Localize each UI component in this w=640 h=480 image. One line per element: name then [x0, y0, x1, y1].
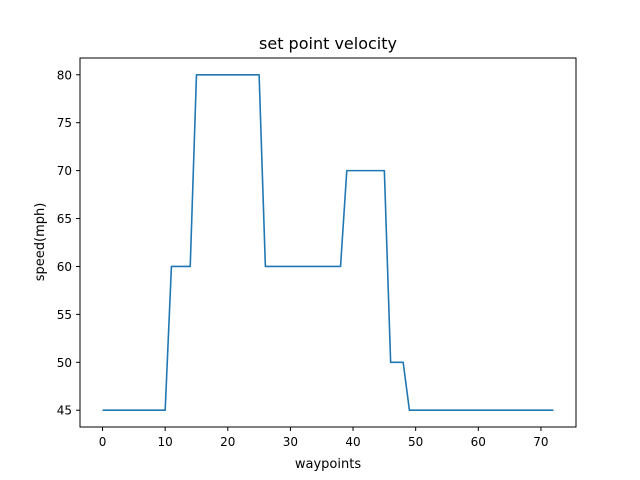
x-tick-label: 50	[408, 435, 423, 449]
x-tick-label: 40	[345, 435, 360, 449]
x-tick-label: 10	[158, 435, 173, 449]
x-axis: 0 10 20 30 40 50 60 70	[99, 427, 549, 449]
series-line-0	[102, 73, 554, 412]
x-tick-label: 60	[471, 435, 486, 449]
x-tick-label: 0	[99, 435, 107, 449]
y-axis: 45 50 55 60 65 70 75 80	[57, 68, 80, 418]
x-tick-label: 30	[283, 435, 298, 449]
y-tick-label: 75	[57, 116, 72, 130]
y-tick-label: 45	[57, 404, 72, 418]
chart-title: set point velocity	[259, 34, 397, 53]
series-layer	[102, 73, 554, 412]
x-axis-label: waypoints	[295, 457, 361, 472]
x-tick-label: 20	[220, 435, 235, 449]
y-tick-label: 55	[57, 308, 72, 322]
y-axis-label: speed(mph)	[33, 203, 48, 282]
x-tick-label: 70	[533, 435, 548, 449]
y-tick-label: 80	[57, 68, 72, 82]
y-tick-label: 60	[57, 260, 72, 274]
y-tick-label: 70	[57, 164, 72, 178]
y-tick-label: 50	[57, 356, 72, 370]
plot-frame	[79, 57, 577, 428]
y-tick-label: 65	[57, 212, 72, 226]
